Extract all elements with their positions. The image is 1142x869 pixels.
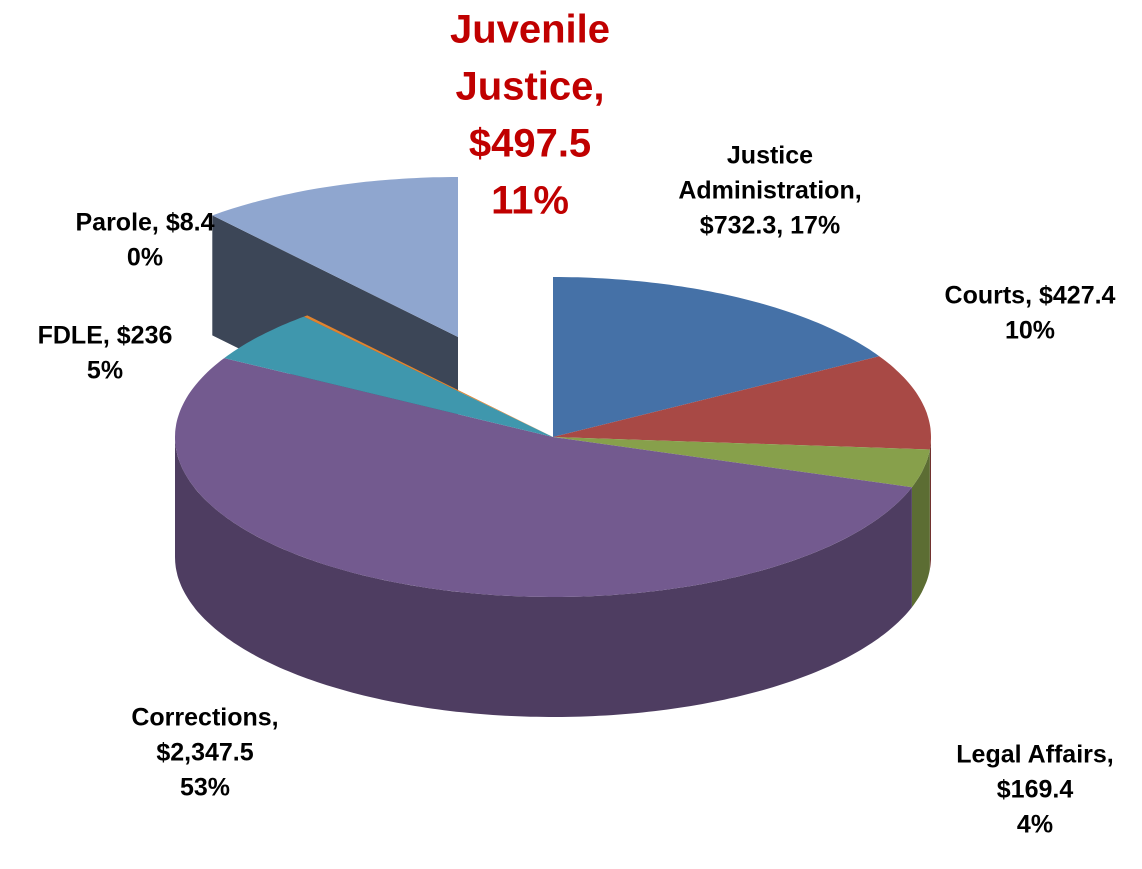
data-label: 5%: [87, 357, 123, 385]
slice: [212, 177, 458, 337]
data-label: Parole, $8.4: [76, 209, 215, 237]
slice-side: [911, 449, 930, 608]
data-label: Juvenile: [450, 8, 610, 52]
data-label: 53%: [180, 774, 230, 802]
slice: [553, 277, 880, 437]
data-label: Administration,: [678, 177, 861, 205]
data-label: $732.3, 17%: [700, 212, 840, 240]
data-label: Legal Affairs,: [956, 741, 1113, 769]
data-label: FDLE, $236: [38, 322, 173, 350]
slice: [553, 356, 931, 450]
slice: [224, 316, 553, 437]
data-label: Courts, $427.4: [945, 282, 1116, 310]
slice: [553, 437, 930, 488]
data-label: $2,347.5: [156, 739, 253, 767]
slice: [303, 315, 553, 437]
data-label: 4%: [1017, 811, 1053, 839]
data-label: Justice,: [456, 65, 605, 109]
slice: [175, 358, 912, 597]
data-label: 10%: [1005, 317, 1055, 345]
data-label: 11%: [491, 179, 569, 223]
data-label: Corrections,: [131, 704, 278, 732]
data-label: $169.4: [997, 776, 1074, 804]
slice-side: [929, 437, 931, 570]
data-label: $497.5: [469, 122, 591, 166]
data-label: 0%: [127, 244, 163, 272]
slice-side: [175, 437, 912, 717]
data-label: Justice: [727, 142, 813, 170]
